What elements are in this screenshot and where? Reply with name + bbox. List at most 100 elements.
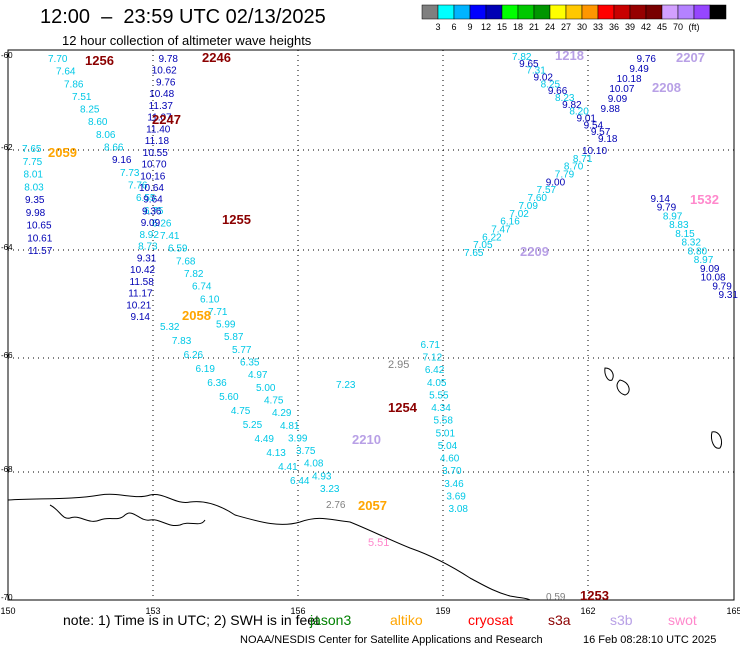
wave-height-value: 5.60 bbox=[219, 392, 239, 403]
colorbar-label: 6 bbox=[451, 22, 456, 32]
colorbar-swatch bbox=[421, 4, 439, 20]
wave-height-value: 7.71 bbox=[208, 307, 228, 318]
wave-height-value: 8.06 bbox=[96, 130, 116, 141]
colorbar-label: 3 bbox=[435, 22, 440, 32]
wave-height-value: 4.34 bbox=[431, 403, 451, 414]
wave-height-value: 8.23 bbox=[555, 93, 575, 104]
wave-height-value: 6.44 bbox=[290, 476, 310, 487]
track-2247: 2247 bbox=[152, 112, 181, 127]
pass-label: 2208 bbox=[652, 80, 681, 95]
credit-line: NOAA/NESDIS Center for Satellite Applica… bbox=[240, 634, 543, 646]
wave-height-value: 4.75 bbox=[231, 406, 251, 417]
wave-height-value: 5.58 bbox=[433, 416, 453, 427]
wave-height-value: 6.59 bbox=[168, 244, 188, 255]
lon-label: 165 bbox=[726, 606, 740, 616]
wave-height-value: 5.04 bbox=[438, 441, 458, 452]
wave-height-value: 3.08 bbox=[449, 504, 469, 515]
wave-height-value: 7.12 bbox=[423, 353, 443, 364]
colorbar-label: 21 bbox=[529, 22, 539, 32]
wave-height-value: 7.70 bbox=[48, 54, 68, 65]
lat-label: -64 bbox=[1, 243, 13, 252]
wave-height-value: 9.76 bbox=[637, 54, 657, 65]
wave-height-value: 4.97 bbox=[248, 370, 268, 381]
wave-height-value: 4.93 bbox=[312, 471, 332, 482]
wave-height-value: 10.07 bbox=[609, 84, 634, 95]
wave-height-value: 9.82 bbox=[562, 100, 582, 111]
wave-height-value: 8.92 bbox=[139, 230, 159, 241]
wave-height-value: 7.41 bbox=[160, 231, 180, 242]
pass-label: 5.51 bbox=[368, 537, 389, 549]
colorbar-swatch bbox=[661, 4, 679, 20]
wave-height-value: 9.00 bbox=[546, 177, 566, 188]
latitude-labels: -60 -62 -64 -66 -68 -70 bbox=[1, 51, 13, 602]
map-title: 12:00 – 23:59 UTC 02/13/2025 bbox=[40, 6, 326, 28]
wave-height-value: 7.76 bbox=[128, 180, 148, 191]
wave-height-value: 3.69 bbox=[446, 491, 466, 502]
wave-height-value: 2.76 bbox=[326, 500, 346, 511]
lon-label: 150 bbox=[0, 606, 15, 616]
wave-height-value: 7.60 bbox=[528, 193, 548, 204]
wave-height-value: 9.54 bbox=[584, 120, 604, 131]
colorbar-label: 9 bbox=[467, 22, 472, 32]
wave-height-value: 3.75 bbox=[296, 446, 316, 457]
wave-height-value: 5.55 bbox=[429, 390, 449, 401]
wave-height-value: 9.57 bbox=[591, 127, 611, 138]
colorbar-swatch bbox=[709, 4, 727, 20]
wave-height-value: 10.21 bbox=[126, 300, 151, 311]
colorbar-swatch bbox=[645, 4, 663, 20]
wave-height-value: 9.01 bbox=[577, 114, 597, 125]
wave-height-value: 5.87 bbox=[224, 332, 244, 343]
pass-label: 1256 bbox=[85, 53, 114, 68]
wave-height-value: 11.17 bbox=[128, 289, 153, 300]
pass-label: 2246 bbox=[202, 50, 231, 65]
wave-height-value: 6.71 bbox=[421, 340, 441, 351]
wave-height-value: 9.31 bbox=[719, 290, 739, 301]
colorbar-label: 36 bbox=[609, 22, 619, 32]
wave-height-value: 11.07 bbox=[147, 113, 172, 124]
lat-label: -70 bbox=[1, 593, 13, 602]
wave-height-value: 10.10 bbox=[582, 146, 607, 157]
wave-height-value: 7.51 bbox=[72, 92, 92, 103]
wave-height-value: 8.66 bbox=[104, 143, 124, 154]
wave-height-value: 8.97 bbox=[663, 211, 683, 222]
wave-height-value: 8.01 bbox=[24, 170, 44, 181]
wave-height-value: 9.02 bbox=[534, 73, 554, 84]
wave-height-value: 7.83 bbox=[172, 336, 192, 347]
track-1253: 1253 0.59 bbox=[546, 588, 609, 603]
wave-height-value: 7.65 bbox=[464, 248, 484, 259]
wave-height-value: 8.25 bbox=[80, 105, 100, 116]
wave-height-value: 10.18 bbox=[617, 74, 642, 85]
wave-height-value: 5.25 bbox=[243, 420, 263, 431]
pass-label: 2058 bbox=[182, 308, 211, 323]
wave-height-value: 7.02 bbox=[509, 209, 529, 220]
wave-height-value: 9.65 bbox=[519, 59, 539, 70]
wave-height-value: 6.19 bbox=[195, 364, 215, 375]
wave-height-value: 7.79 bbox=[555, 170, 575, 181]
lon-label: 159 bbox=[435, 606, 450, 616]
colorbar-label: 27 bbox=[561, 22, 571, 32]
wave-height-value: 9.14 bbox=[131, 312, 151, 323]
wave-height-value: 4.75 bbox=[264, 395, 284, 406]
wave-height-value: 10.42 bbox=[130, 265, 155, 276]
wave-height-value: 6.55 bbox=[136, 193, 156, 204]
wave-height-value: 7.86 bbox=[64, 79, 84, 90]
wave-height-value: 8.97 bbox=[694, 255, 714, 266]
wave-height-value: 4.41 bbox=[278, 462, 298, 473]
track-2057: 2057 2.76 bbox=[326, 498, 387, 513]
longitude-labels: 150 153 156 159 162 165 bbox=[0, 606, 740, 616]
wave-height-value: 4.05 bbox=[427, 378, 447, 389]
wave-height-value: 4.60 bbox=[440, 454, 460, 465]
pass-label: 1254 bbox=[388, 400, 418, 415]
colorbar-swatch bbox=[677, 4, 695, 20]
colorbar-swatch bbox=[453, 4, 471, 20]
wave-height-value: 8.32 bbox=[681, 238, 701, 249]
wave-height-value: 3.23 bbox=[320, 484, 340, 495]
wave-height-value: 7.47 bbox=[491, 224, 511, 235]
legend-cryosat: cryosat bbox=[468, 612, 514, 628]
colorbar-swatch bbox=[597, 4, 615, 20]
colorbar: 3 6 9 12 15 18 21 24 27 30 33 36 39 42 45 70 (ft) bbox=[421, 4, 727, 32]
pass-label: 2207 bbox=[676, 50, 705, 65]
